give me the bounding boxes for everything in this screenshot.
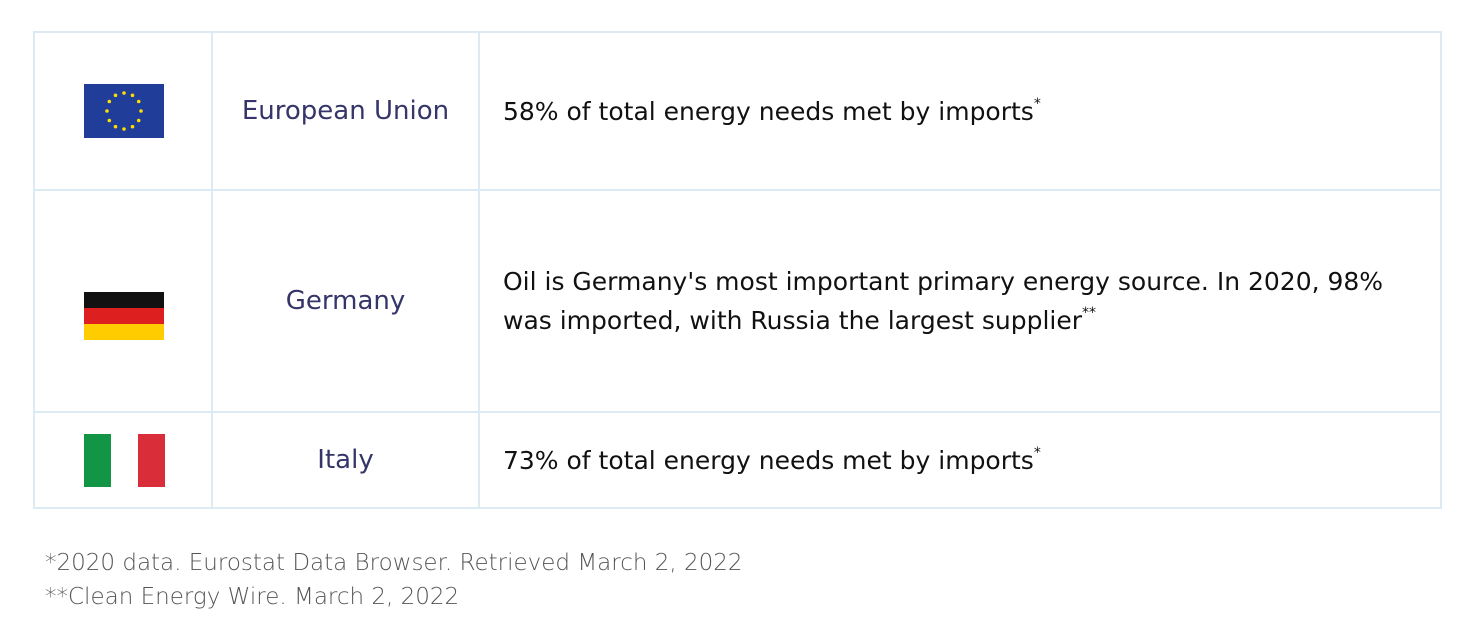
description: 73% of total energy needs met by imports xyxy=(503,445,1034,475)
italy-flag xyxy=(84,433,165,487)
country: Italy xyxy=(211,411,480,509)
description: Oil is Germany's most important primary … xyxy=(503,267,1384,335)
description-cell: Oil is Germany's most important primary … xyxy=(478,189,1442,413)
row: European Union 58% of total energy needs… xyxy=(33,31,1442,191)
eu-flag xyxy=(84,84,164,138)
row: Italy 73% of total energy needs met by i… xyxy=(33,411,1442,509)
footnote: **Clean Energy Wire. March 2, 2022 xyxy=(45,584,460,610)
row: Germany Oil is Germany's most important … xyxy=(33,189,1442,413)
note-marker: * xyxy=(1033,95,1041,112)
description-cell: 58% of total energy needs met by imports… xyxy=(478,31,1442,191)
flag-cell xyxy=(33,31,213,191)
note-marker: ** xyxy=(1082,305,1097,321)
energy-table: European Union 58% of total energy needs… xyxy=(33,31,1442,509)
description: 58% of total energy needs met by imports xyxy=(503,96,1034,126)
description-cell: 73% of total energy needs met by imports… xyxy=(478,411,1442,509)
footnote: *2020 data. Eurostat Data Browser. Retri… xyxy=(45,550,743,576)
country: European Union xyxy=(211,31,480,191)
country: Germany xyxy=(211,189,480,413)
flag-cell xyxy=(33,189,213,413)
flag-cell xyxy=(33,411,213,509)
germany-flag xyxy=(84,292,164,340)
note-marker: * xyxy=(1033,444,1041,461)
